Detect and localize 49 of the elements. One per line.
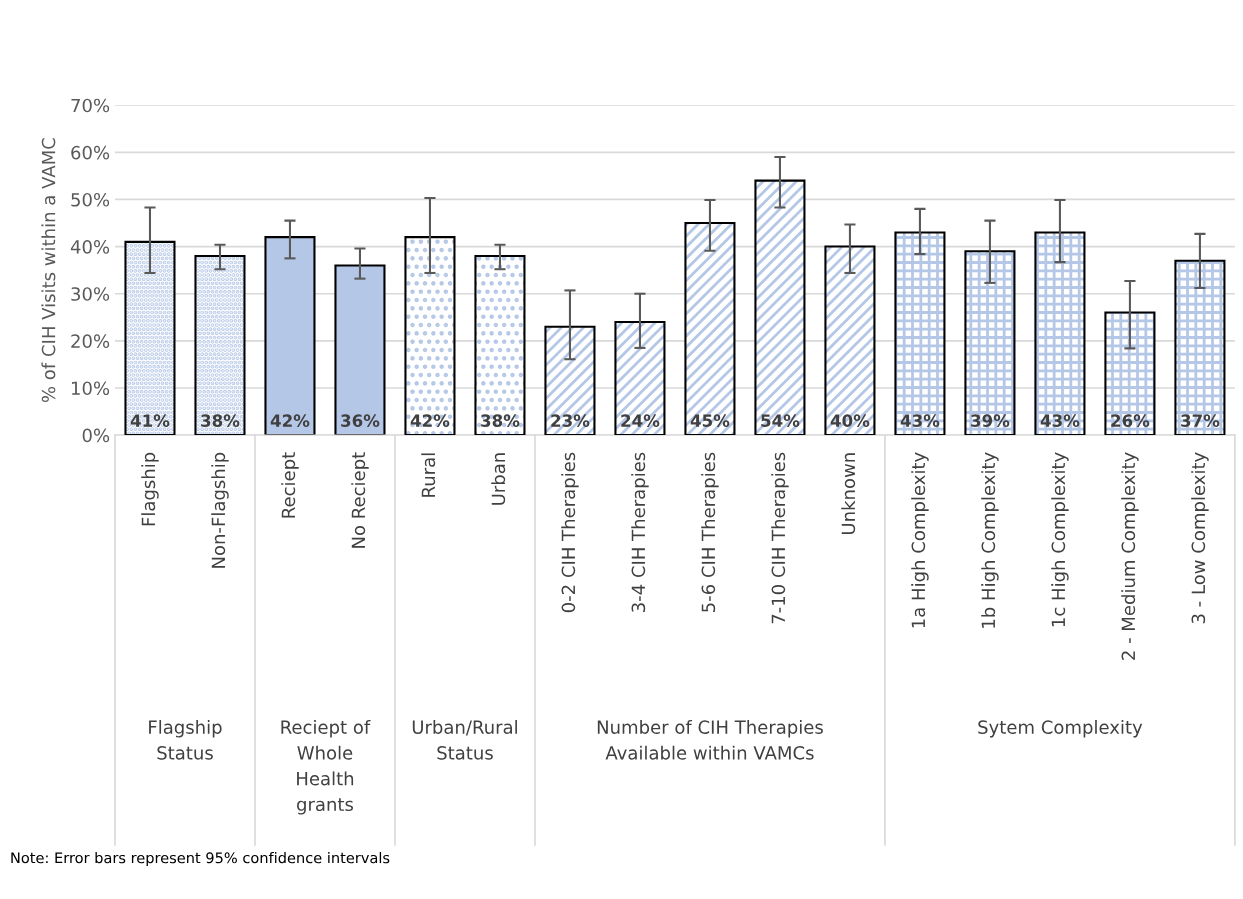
y-tick-label: 0% (82, 428, 110, 443)
text: Flagship Status (149, 720, 222, 760)
bar (264, 236, 316, 436)
text: Urban/Rural Status (412, 720, 517, 760)
x-tick-label: Flagship (141, 452, 159, 526)
data-label: 38% (481, 414, 520, 427)
text: Number of CIH Therapies Available within VAMCs (597, 720, 823, 760)
y-axis-title: % of CIH Visits within a VAMC (41, 138, 56, 403)
data-label: 26% (1111, 414, 1150, 427)
data-label: 36% (341, 414, 380, 427)
data-label: 43% (900, 414, 940, 427)
x-tick-label: 1b High Complexity (981, 452, 999, 628)
data-label: 54% (761, 414, 800, 427)
x-tick-label: 2 - Medium Complexity (1121, 452, 1139, 660)
data-label: 23% (551, 414, 590, 427)
data-label: 41% (130, 414, 170, 427)
data-label: 38% (201, 414, 240, 427)
x-tick-label: Reciept (281, 452, 299, 518)
x-tick-label: Unknown (841, 453, 856, 535)
x-tick-label: No Reciept (351, 452, 369, 548)
data-label: 42% (270, 414, 310, 427)
y-tick-label: 70% (71, 98, 110, 113)
data-label: 37% (1181, 414, 1220, 427)
x-tick-label: Rural (421, 453, 436, 497)
x-tick-label: 1c High Complexity (1051, 452, 1069, 627)
x-tick-label: 3-4 CIH Therapies (631, 452, 649, 612)
text: Reciept of Whole Health grants (281, 720, 371, 815)
data-label: 45% (690, 414, 730, 427)
data-label: 39% (971, 414, 1010, 427)
data-label: 24% (621, 414, 660, 427)
data-label: 43% (1040, 414, 1080, 427)
x-tick-label: 0-2 CIH Therapies (561, 452, 579, 613)
y-tick-label: 40% (70, 240, 110, 254)
x-tick-label: Non-Flagship (211, 452, 229, 568)
x-tick-label: 1a High Complexity (911, 452, 929, 628)
data-label: 42% (410, 414, 450, 427)
y-tick-label: 50% (71, 192, 110, 207)
y-tick-label: 20% (71, 334, 110, 348)
x-tick-label: 7-10 CIH Therapies (771, 452, 789, 624)
y-tick-label: 60% (71, 145, 110, 160)
y-tick-label: 10% (71, 381, 110, 396)
x-tick-label: 5-6 CIH Therapies (701, 452, 719, 612)
bar (334, 264, 386, 436)
data-label: 40% (830, 414, 870, 427)
text: Note: Error bars represent 95% confidence intervals (11, 852, 390, 867)
text: Sytem Complexity (978, 720, 1143, 738)
x-tick-label: 3 - Low Complexity (1191, 452, 1209, 624)
y-tick-label: 30% (71, 287, 110, 301)
x-tick-label: Urban (491, 453, 506, 505)
